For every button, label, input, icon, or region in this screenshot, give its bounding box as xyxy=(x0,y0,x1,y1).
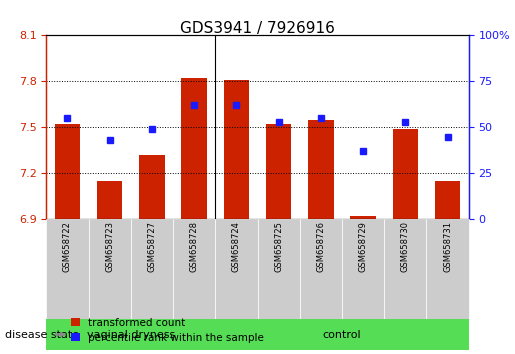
Bar xyxy=(97,181,123,219)
Text: GSM658724: GSM658724 xyxy=(232,221,241,272)
Bar xyxy=(139,155,165,219)
Bar xyxy=(266,124,291,219)
Text: GSM658726: GSM658726 xyxy=(316,221,325,272)
Bar xyxy=(308,120,334,219)
Text: vaginal dryness: vaginal dryness xyxy=(87,330,175,339)
Bar xyxy=(224,80,249,219)
Text: GSM658728: GSM658728 xyxy=(190,221,199,272)
Bar xyxy=(350,216,376,219)
Bar xyxy=(181,78,207,219)
Text: GSM658730: GSM658730 xyxy=(401,221,410,272)
Text: GSM658727: GSM658727 xyxy=(147,221,157,272)
Text: GSM658722: GSM658722 xyxy=(63,221,72,272)
Text: GSM658731: GSM658731 xyxy=(443,221,452,272)
Text: GDS3941 / 7926916: GDS3941 / 7926916 xyxy=(180,21,335,36)
Text: GSM658729: GSM658729 xyxy=(358,221,368,272)
Bar xyxy=(435,181,460,219)
Bar xyxy=(392,129,418,219)
Legend: transformed count, percentile rank within the sample: transformed count, percentile rank withi… xyxy=(67,314,268,347)
Text: GSM658725: GSM658725 xyxy=(274,221,283,272)
Text: disease state: disease state xyxy=(5,330,79,339)
Bar xyxy=(55,124,80,219)
Text: GSM658723: GSM658723 xyxy=(105,221,114,272)
Text: control: control xyxy=(322,330,362,339)
